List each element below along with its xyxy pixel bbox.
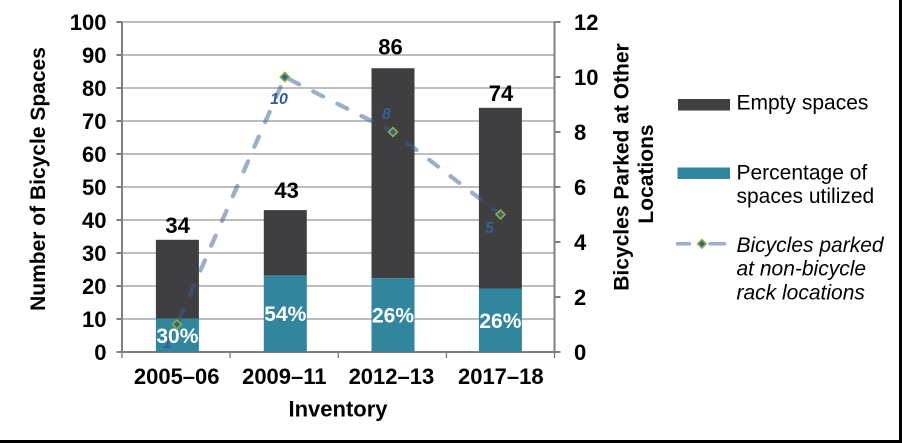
svg-text:40: 40: [82, 208, 106, 233]
svg-text:1: 1: [163, 335, 172, 352]
svg-text:10: 10: [82, 307, 106, 332]
svg-text:2009–11: 2009–11: [242, 364, 326, 389]
svg-text:0: 0: [574, 340, 586, 365]
svg-text:8: 8: [574, 120, 586, 145]
svg-text:spaces utilized: spaces utilized: [737, 185, 875, 208]
svg-text:Number of Bicycle Spaces: Number of Bicycle Spaces: [27, 47, 50, 311]
svg-text:Inventory: Inventory: [288, 397, 388, 422]
svg-text:rack locations: rack locations: [737, 281, 866, 304]
svg-text:26%: 26%: [479, 310, 521, 333]
svg-text:54%: 54%: [264, 303, 306, 326]
svg-text:30%: 30%: [156, 325, 198, 348]
svg-text:2: 2: [574, 285, 586, 310]
svg-text:Percentage of: Percentage of: [737, 162, 868, 185]
svg-text:43: 43: [274, 178, 298, 203]
svg-text:6: 6: [574, 175, 586, 200]
svg-text:Empty spaces: Empty spaces: [737, 91, 869, 114]
svg-text:50: 50: [82, 175, 106, 200]
svg-text:20: 20: [82, 274, 106, 299]
svg-text:86: 86: [378, 34, 402, 59]
svg-text:74: 74: [489, 81, 514, 106]
svg-text:60: 60: [82, 142, 106, 167]
svg-text:at non-bicycle: at non-bicycle: [737, 257, 867, 280]
svg-text:2012–13: 2012–13: [349, 364, 435, 389]
svg-text:10: 10: [574, 65, 598, 90]
svg-text:0: 0: [94, 340, 106, 365]
svg-text:12: 12: [574, 10, 598, 35]
svg-text:Bicycles Parked at Other: Bicycles Parked at Other: [611, 43, 634, 290]
svg-text:5: 5: [485, 220, 495, 237]
svg-text:Bicycles parked: Bicycles parked: [737, 234, 885, 257]
svg-text:70: 70: [82, 109, 106, 134]
svg-text:100: 100: [70, 10, 107, 35]
svg-text:10: 10: [270, 91, 288, 108]
svg-text:2005–06: 2005–06: [134, 364, 220, 389]
svg-text:80: 80: [82, 76, 106, 101]
svg-text:2017–18: 2017–18: [458, 364, 544, 389]
svg-text:34: 34: [165, 213, 190, 238]
svg-text:26%: 26%: [372, 305, 414, 328]
svg-text:30: 30: [82, 241, 106, 266]
svg-text:Locations: Locations: [635, 124, 658, 223]
svg-text:90: 90: [82, 43, 106, 68]
svg-text:8: 8: [382, 106, 391, 123]
svg-text:4: 4: [574, 230, 587, 255]
